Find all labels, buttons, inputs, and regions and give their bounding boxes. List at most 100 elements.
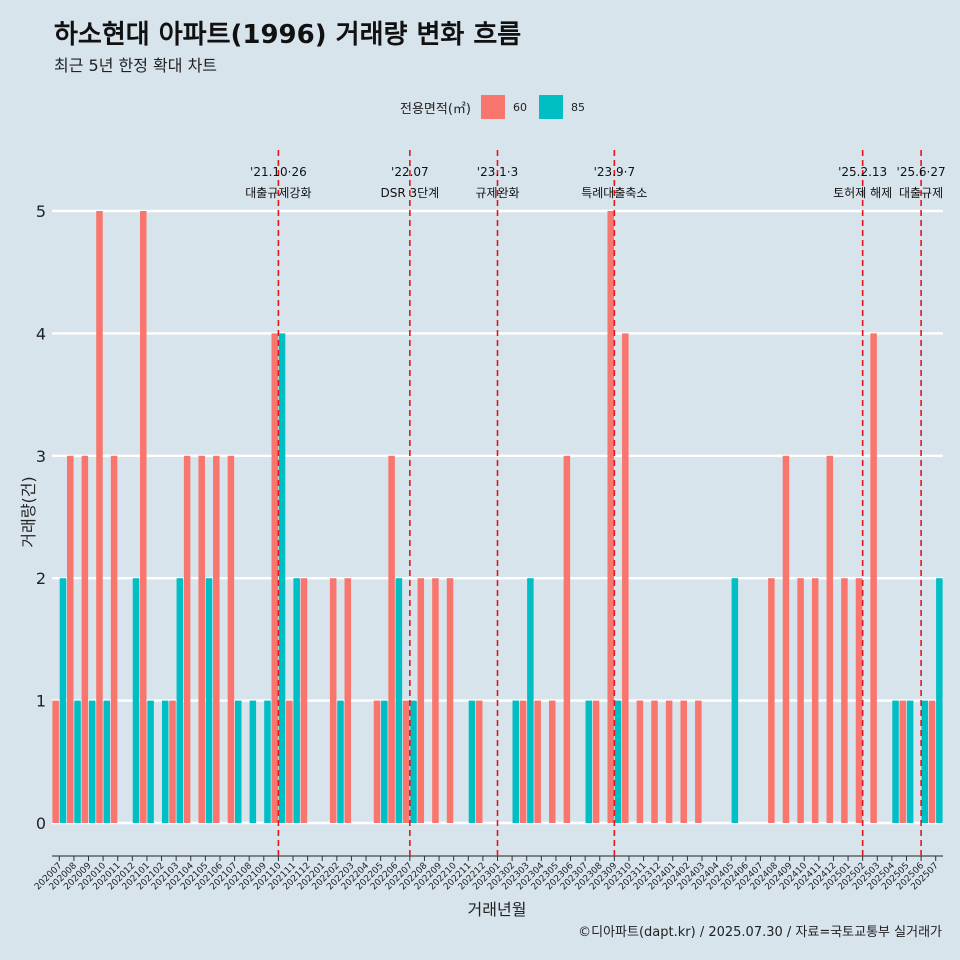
bar-60-202411 xyxy=(811,578,819,823)
legend-swatch-60 xyxy=(480,95,505,119)
x-axis-title: 거래년월 xyxy=(468,900,527,919)
bar-60-202210 xyxy=(446,578,454,823)
source-caption: ©디아파트(dapt.kr) / 2025.07.30 / 자료=국토교통부 실… xyxy=(578,925,942,940)
bar-85-202102 xyxy=(161,700,169,823)
bar-85-202506 xyxy=(921,700,928,823)
bar-60-202409 xyxy=(782,455,790,823)
bar-60-202105 xyxy=(198,455,205,823)
y-axis-title: 거래량(건) xyxy=(19,476,38,547)
bar-60-202401 xyxy=(665,700,673,823)
bar-60-202309 xyxy=(607,211,614,823)
chart-title: 하소현대 아파트(1996) 거래량 변화 흐름 xyxy=(54,20,522,50)
bar-60-202305 xyxy=(549,700,556,823)
event-date-202506: '25.6·27 xyxy=(897,165,946,179)
bar-85-202302 xyxy=(512,700,520,823)
bar-60-202310 xyxy=(622,333,629,823)
bar-60-202202 xyxy=(329,578,337,823)
bar-60-202312 xyxy=(651,700,658,823)
bar-85-202101 xyxy=(147,700,154,823)
bar-60-202412 xyxy=(826,455,834,823)
bar-60-202304 xyxy=(534,700,541,823)
event-label-202502: 토허제 해제 xyxy=(833,186,892,200)
event-date-202502: '25.2.13 xyxy=(838,165,887,179)
bar-60-202110 xyxy=(271,333,279,823)
y-tick-label: 0 xyxy=(36,814,46,833)
bar-60-202402 xyxy=(680,700,687,823)
bar-85-202211 xyxy=(468,700,476,823)
bar-60-202311 xyxy=(636,700,644,823)
bar-85-202109 xyxy=(264,700,271,823)
bar-60-202101 xyxy=(140,211,147,823)
bar-60-202209 xyxy=(432,578,439,823)
event-date-202207: '22.07 xyxy=(391,165,429,179)
bar-85-202504 xyxy=(892,700,899,823)
event-label-202110: 대출규제강화 xyxy=(245,186,311,200)
bar-85-202008 xyxy=(74,700,81,823)
event-label-202506: 대출규제 xyxy=(899,186,943,200)
bar-60-202507 xyxy=(928,700,936,823)
bar-85-202105 xyxy=(205,578,213,823)
chart-subtitle: 최근 5년 한정 확대 차트 xyxy=(54,56,218,75)
bar-85-202110 xyxy=(278,333,286,823)
bar-85-202202 xyxy=(337,700,344,823)
y-tick-label: 1 xyxy=(36,692,46,711)
bar-85-202012 xyxy=(132,578,140,823)
bar-60-202103 xyxy=(169,700,176,823)
bar-85-202009 xyxy=(88,700,96,823)
y-tick-label: 3 xyxy=(36,447,46,466)
bar-85-202307 xyxy=(585,700,593,823)
bar-60-202403 xyxy=(695,700,702,823)
bar-60-202008 xyxy=(67,455,74,823)
bar-85-202111 xyxy=(293,578,300,823)
bar-85-202505 xyxy=(906,700,914,823)
legend-label-60: 60 xyxy=(512,100,527,114)
legend-title: 전용면적(㎡) xyxy=(400,101,471,117)
bar-85-202309 xyxy=(614,700,622,823)
bar-85-202405 xyxy=(731,578,739,823)
event-label-202301: 규제완화 xyxy=(475,186,519,200)
bar-85-202303 xyxy=(527,578,534,823)
bar-60-202205 xyxy=(373,700,381,823)
event-date-202301: '23.1·3 xyxy=(477,165,518,179)
y-tick-label: 4 xyxy=(36,324,46,343)
bar-85-202103 xyxy=(176,578,184,823)
bar-60-202410 xyxy=(797,578,804,823)
bar-60-202206 xyxy=(388,455,395,823)
bar-60-202303 xyxy=(519,700,527,823)
legend-label-85: 85 xyxy=(570,100,585,114)
bar-85-202207 xyxy=(410,700,417,823)
bar-85-202107 xyxy=(234,700,242,823)
bar-60-202308 xyxy=(592,700,600,823)
bar-85-202108 xyxy=(249,700,257,823)
bar-60-202106 xyxy=(213,455,220,823)
bar-60-202207 xyxy=(402,700,410,823)
event-label-202309: 특례대출축소 xyxy=(581,186,647,200)
bar-85-202205 xyxy=(381,700,388,823)
bar-60-202501 xyxy=(841,578,848,823)
legend: 전용면적(㎡) 60 85 xyxy=(400,93,597,121)
bar-60-202011 xyxy=(110,455,118,823)
y-tick-label: 2 xyxy=(36,569,46,588)
bar-60-202212 xyxy=(475,700,483,823)
y-tick-label: 5 xyxy=(36,202,46,221)
bar-60-202502 xyxy=(855,578,863,823)
event-date-202110: '21.10·26 xyxy=(250,165,307,179)
legend-swatch-85 xyxy=(538,95,563,119)
bar-60-202408 xyxy=(768,578,775,823)
bar-60-202010 xyxy=(96,211,103,823)
bar-85-202010 xyxy=(103,700,111,823)
bar-60-202208 xyxy=(417,578,425,823)
bar-60-202009 xyxy=(81,455,89,823)
bar-60-202007 xyxy=(52,700,59,823)
bar-60-202306 xyxy=(563,455,571,823)
event-date-202309: '23.9·7 xyxy=(594,165,635,179)
bar-60-202203 xyxy=(344,578,352,823)
bar-85-202206 xyxy=(395,578,403,823)
bar-60-202112 xyxy=(300,578,308,823)
bar-60-202505 xyxy=(899,700,907,823)
bar-60-202503 xyxy=(870,333,877,823)
bar-60-202107 xyxy=(227,455,235,823)
bar-60-202104 xyxy=(183,455,191,823)
bar-85-202507 xyxy=(936,578,943,823)
